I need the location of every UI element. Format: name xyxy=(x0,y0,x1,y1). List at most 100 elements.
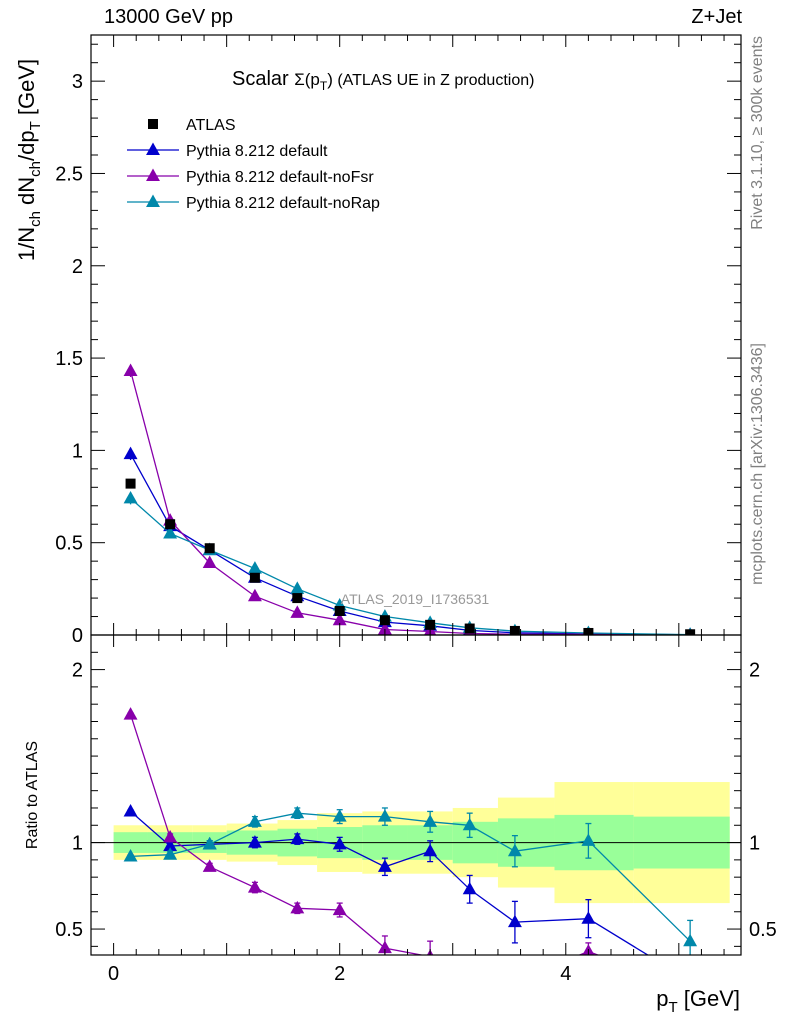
series-marker-1-3 xyxy=(247,588,262,602)
ratio-marker-0-8 xyxy=(462,881,477,895)
legend-label-1: Pythia 8.212 default-noFsr xyxy=(186,169,374,186)
ratio-marker-2-5 xyxy=(332,809,347,822)
ratio-marker-2-6 xyxy=(377,809,392,822)
main-series xyxy=(123,363,696,635)
ratio-marker-2-3 xyxy=(247,814,262,827)
series-line-0 xyxy=(130,453,691,635)
ratio-series xyxy=(123,707,698,986)
data-marker-0 xyxy=(125,478,136,489)
ratio-marker-2-10 xyxy=(581,833,596,846)
ratio-marker-0-10 xyxy=(581,911,596,924)
ratio-marker-1-8 xyxy=(463,970,477,982)
legend-marker-2 xyxy=(146,194,160,208)
series-marker-2-4 xyxy=(290,581,305,594)
ratio-marker-1-2 xyxy=(202,859,217,872)
ratio-marker-2-8 xyxy=(462,817,477,831)
legend: ATLAS Pythia 8.212 default Pythia 8.212 de… xyxy=(127,117,380,212)
ratio-frame xyxy=(90,634,742,956)
x-tick-label: 2 xyxy=(334,963,345,985)
axis-labels: 0 0.5 1 1.5 2 2.5 3 0.5 0.5 1 1 2 2 0 2 4 pT [GeV] 1/Nch … xyxy=(14,36,777,1016)
data-marker-8 xyxy=(464,623,475,634)
series-marker-2-0 xyxy=(123,490,138,504)
ratio-y-tick-label: 2 xyxy=(72,660,83,682)
data-marker-9 xyxy=(509,625,520,635)
ratio-line-1 xyxy=(129,714,600,955)
ratio-marker-2-11 xyxy=(683,933,698,947)
ratio-marker-1-6 xyxy=(377,940,392,954)
data-marker-11 xyxy=(685,629,696,635)
ratio-marker-0-7 xyxy=(423,843,438,857)
series-line-1 xyxy=(129,370,691,635)
x-tick-label: 0 xyxy=(108,963,119,985)
header-left: 13000 GeV pp xyxy=(104,6,233,28)
chart-title: Scalar Σ(pT) (ATLAS UE in Z production) xyxy=(232,68,534,93)
y-axis-label: 1/Nch dNch/dpT [GeV] xyxy=(14,59,44,261)
axes-frames xyxy=(90,34,742,956)
ratio-marker-1-5 xyxy=(332,902,347,916)
ratio-line-0 xyxy=(130,810,649,955)
y-tick-label: 1 xyxy=(72,440,83,462)
series-marker-2-1 xyxy=(163,526,178,539)
ratio-y-tick-label-right: 1 xyxy=(749,833,760,855)
series-line-2 xyxy=(130,497,691,635)
data-marker-7 xyxy=(425,619,436,630)
ratio-marker-0-1 xyxy=(163,838,178,852)
ratio-marker-1-1 xyxy=(163,829,178,843)
ratio-y-tick-label-right: 2 xyxy=(749,660,760,682)
data-marker-4 xyxy=(292,593,303,604)
ratio-marker-2-1 xyxy=(163,847,178,860)
ratio-y-tick-label: 1 xyxy=(72,833,83,855)
legend-label-2: Pythia 8.212 default-noRap xyxy=(186,195,380,212)
data-marker-2 xyxy=(204,543,215,554)
series-marker-1-2 xyxy=(202,555,217,569)
y-tick-label: 3 xyxy=(72,71,83,93)
ratio-marker-1-9 xyxy=(508,974,522,986)
y-tick-label: 0.5 xyxy=(55,533,83,555)
ratio-marker-2-4 xyxy=(290,805,305,819)
y-tick-label: 0 xyxy=(72,625,83,647)
ratio-marker-1-0 xyxy=(123,707,138,720)
ratio-marker-0-5 xyxy=(332,836,347,850)
ratio-marker-2-0 xyxy=(123,848,138,862)
x-axis-label: pT [GeV] xyxy=(656,986,740,1016)
ratio-marker-2-9 xyxy=(507,843,522,857)
ratio-marker-0-0 xyxy=(123,803,138,817)
ratio-marker-0-3 xyxy=(247,835,262,848)
rivet-label: Rivet 3.1.10, ≥ 300k events xyxy=(749,36,766,230)
series-marker-1-4 xyxy=(290,605,305,618)
ratio-line-2 xyxy=(130,812,691,942)
ratio-marker-0-9 xyxy=(507,914,522,928)
ratio-y-tick-label-right: 0.5 xyxy=(749,919,777,941)
legend-label-data: ATLAS xyxy=(186,117,236,134)
ratio-marker-1-3 xyxy=(247,880,262,893)
y-tick-label: 2 xyxy=(72,256,83,278)
legend-marker-data xyxy=(148,119,158,129)
legend-label-0: Pythia 8.212 default xyxy=(186,143,328,160)
legend-marker-1 xyxy=(146,168,160,182)
y-tick-label: 1.5 xyxy=(55,348,83,370)
ratio-marker-0-4 xyxy=(290,831,305,845)
y-tick-label: 2.5 xyxy=(55,163,83,185)
data-marker-3 xyxy=(249,572,260,583)
series-marker-1-6 xyxy=(377,622,392,635)
ratio-y-axis-label: Ratio to ATLAS xyxy=(24,741,41,849)
series-marker-2-3 xyxy=(247,561,262,574)
ratio-marker-0-11 xyxy=(683,974,697,986)
series-marker-1-0 xyxy=(123,363,138,377)
axis-ticks xyxy=(90,35,741,955)
mcplots-label: mcplots.cern.ch [arXiv:1306.3436] xyxy=(749,343,766,585)
ratio-marker-1-4 xyxy=(290,900,305,914)
x-tick-label: 4 xyxy=(560,963,571,985)
ratio-y-tick-label: 0.5 xyxy=(55,919,83,941)
ratio-marker-2-7 xyxy=(423,814,438,827)
ratio-marker-2-2 xyxy=(202,836,217,850)
analysis-label: ATLAS_2019_I1736531 xyxy=(341,591,490,607)
data-marker-6 xyxy=(379,615,390,626)
ratio-marker-0-6 xyxy=(377,859,392,872)
data-marker-5 xyxy=(334,606,345,616)
header-right: Z+Jet xyxy=(691,6,742,28)
data-marker-1 xyxy=(165,519,176,530)
legend-marker-0 xyxy=(146,142,160,156)
series-marker-0-0 xyxy=(123,446,138,460)
